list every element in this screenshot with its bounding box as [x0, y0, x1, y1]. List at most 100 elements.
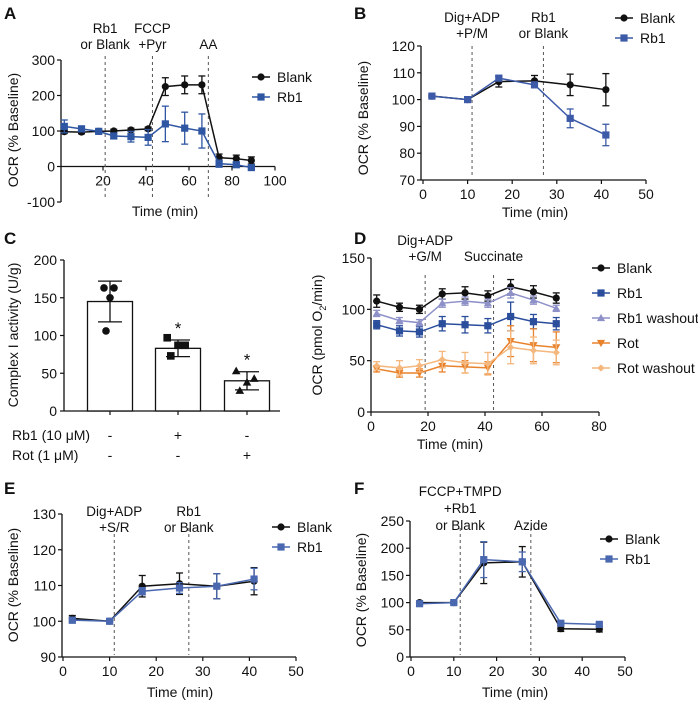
- x-tick-label: 80: [591, 418, 607, 434]
- y-tick-label: 110: [393, 65, 416, 81]
- series-rb1-washout: [372, 287, 561, 327]
- x-axis-label: Time (min): [417, 436, 483, 452]
- y-axis-label-text: OCR (% Baseline): [5, 73, 21, 187]
- x-axis-label: Time (min): [502, 204, 568, 220]
- series-line: [419, 558, 600, 626]
- data-point: [198, 127, 206, 135]
- y-tick-label: 120: [392, 38, 416, 54]
- data-point: [415, 305, 424, 313]
- injection-annotation: Rb1: [176, 504, 201, 519]
- x-tick-label: 20: [95, 173, 111, 189]
- series-blank: [428, 72, 610, 107]
- y-tick-label: -100: [27, 194, 55, 210]
- y-tick-label: 50: [349, 353, 365, 369]
- y-tick-label: 0: [49, 403, 57, 419]
- data-point: [373, 297, 381, 305]
- y-tick-label: 80: [399, 145, 415, 161]
- injection-annotation: Azide: [514, 518, 548, 533]
- series-line: [419, 561, 600, 631]
- treatment-sign: +: [243, 447, 251, 463]
- data-point: [415, 318, 424, 326]
- y-tick-label: 50: [388, 622, 404, 638]
- series-blank: [415, 541, 603, 633]
- panel-c: C 0 50 100 150 200 Complex I activity (U/g) * * R…: [4, 229, 280, 463]
- data-point: [232, 155, 240, 163]
- series-line: [431, 80, 606, 101]
- bar-group: *: [154, 319, 202, 415]
- legend-label: Rb1: [640, 30, 666, 46]
- data-point: [235, 386, 245, 394]
- injection-annotation: +S/R: [99, 520, 130, 535]
- series-line: [72, 578, 255, 623]
- legend-marker: [605, 535, 613, 543]
- y-tick-label: 110: [34, 578, 57, 594]
- data-point: [428, 92, 436, 100]
- x-tick-label: 0: [419, 186, 427, 202]
- legend-marker: [597, 364, 605, 372]
- x-tick-label: 60: [534, 418, 550, 434]
- data-point: [484, 360, 492, 368]
- x-tick-label: 10: [102, 663, 118, 679]
- y-tick-label: 150: [381, 567, 405, 583]
- y-tick-label: 150: [342, 250, 366, 266]
- data-point: [181, 81, 189, 89]
- y-tick-label: 0: [357, 404, 365, 420]
- data-point: [106, 617, 114, 625]
- series-line: [431, 77, 607, 136]
- y-tick-label: 200: [34, 252, 58, 268]
- data-point: [181, 124, 189, 132]
- y-tick-label: 90: [40, 649, 56, 665]
- data-point: [461, 359, 469, 367]
- injection-annotation: Dig+ADP: [397, 233, 453, 248]
- injection-annotation: Dig+ADP: [444, 10, 500, 25]
- data-point: [507, 283, 515, 291]
- series-line: [72, 580, 255, 623]
- data-point: [450, 599, 458, 607]
- treatment-label: Rot (1 μM): [12, 447, 78, 463]
- data-point: [161, 120, 169, 128]
- data-point: [552, 294, 560, 302]
- data-point: [529, 346, 538, 354]
- x-tick-label: 40: [477, 418, 493, 434]
- legend-label: Blank: [640, 10, 676, 26]
- treatment-sign: +: [174, 427, 182, 443]
- legend-marker: [620, 14, 628, 22]
- panel-letter: A: [4, 4, 16, 23]
- y-tick-label: 100: [34, 328, 58, 344]
- data-point: [110, 132, 118, 140]
- y-axis-label-text: OCR (% Baseline): [5, 528, 21, 642]
- legend-marker: [596, 339, 606, 348]
- series-blank: [373, 278, 560, 315]
- bar: [154, 347, 202, 412]
- panel-a: A -100 0 100 200 300 20 40 60 80 100 Time (min) OCR …: [4, 4, 313, 219]
- treatment-sign: -: [108, 447, 113, 463]
- data-point: [529, 295, 538, 304]
- x-tick-label: 10: [460, 186, 476, 202]
- injection-annotation: Rb1: [93, 21, 118, 36]
- y-tick-label: 100: [392, 92, 416, 108]
- data-point: [215, 160, 223, 168]
- legend-label: Rb1: [297, 539, 323, 555]
- data-point: [68, 616, 76, 624]
- bar-group: [86, 280, 134, 415]
- legend-marker: [257, 93, 265, 101]
- data-point: [461, 321, 469, 329]
- x-tick-label: 30: [532, 663, 548, 679]
- x-tick-label: 0: [59, 663, 67, 679]
- data-point: [464, 96, 472, 104]
- data-point: [518, 558, 526, 566]
- data-point: [373, 321, 381, 329]
- panel-b: B 70 80 90 100 110 120 0 10 20 30 40 50 Time (min) OCR…: [354, 4, 676, 220]
- x-axis-label: Time (min): [132, 203, 198, 219]
- data-point: [167, 352, 175, 360]
- legend-label: Rb1 washout: [617, 310, 698, 326]
- legend-marker: [277, 543, 285, 551]
- data-point: [395, 303, 404, 311]
- legend-label: Blank: [625, 531, 661, 547]
- treatment-label: Rb1 (10 μM): [12, 427, 90, 443]
- panel-f: F 0 50 100 150 200 250 0 10 20 30 40 50 Time (min) OCR…: [353, 479, 661, 700]
- data-point: [247, 156, 255, 165]
- data-point: [198, 81, 206, 89]
- data-point: [174, 341, 182, 350]
